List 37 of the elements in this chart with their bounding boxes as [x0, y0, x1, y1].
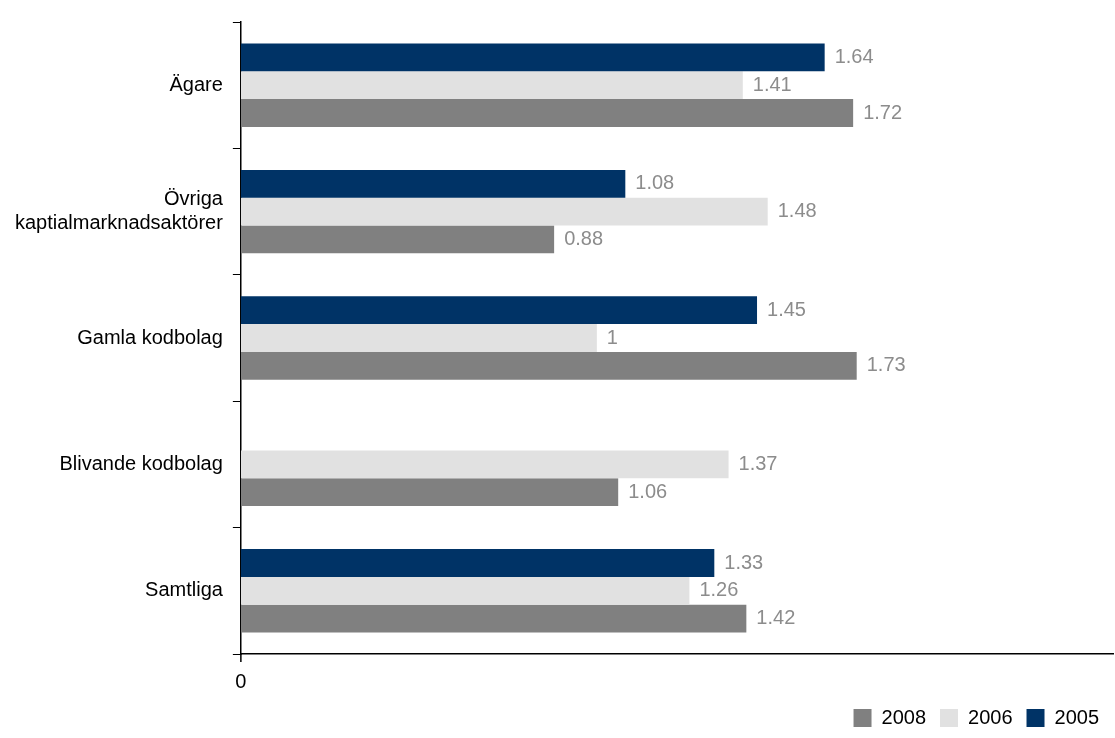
data-label: 1.73 — [866, 353, 906, 376]
bar — [240, 478, 619, 507]
y-tick-label: Blivande kodbolag — [59, 451, 223, 474]
y-tick-label: Övriga kaptialmarknadsaktörer — [15, 187, 224, 234]
bar — [240, 604, 747, 633]
bar — [240, 296, 758, 325]
y-tick-label: Gamla kodbolag — [77, 325, 223, 348]
y-tick-label: Samtliga — [145, 578, 224, 601]
bar — [240, 43, 825, 72]
data-label: 1.41 — [752, 72, 792, 95]
legend-label: 2005 — [1054, 705, 1100, 728]
data-label: 1.42 — [756, 606, 796, 629]
bar — [240, 324, 597, 352]
data-label: 1.45 — [767, 297, 806, 320]
data-label: 1.33 — [724, 550, 764, 573]
legend-label: 2006 — [968, 705, 1013, 728]
bar — [240, 549, 715, 577]
data-label: 1.08 — [635, 171, 675, 194]
bar — [240, 169, 626, 198]
data-label: 1.48 — [777, 199, 817, 222]
data-label: 1.26 — [699, 578, 739, 601]
bar — [240, 450, 729, 479]
bar — [240, 576, 690, 605]
data-label: 0.88 — [564, 226, 604, 249]
data-label: 1 — [606, 325, 618, 348]
bar — [240, 351, 857, 380]
bar — [240, 71, 743, 100]
data-label: 1.37 — [738, 451, 778, 474]
data-label: 1.64 — [834, 44, 874, 67]
bar — [240, 99, 854, 127]
data-label: 1.72 — [863, 100, 903, 123]
legend-label: 2008 — [881, 705, 927, 728]
y-tick-label: Ägare — [169, 72, 223, 95]
bar — [240, 197, 768, 226]
data-label: 1.06 — [628, 479, 668, 502]
bar — [240, 225, 555, 254]
text: 0 — [235, 669, 247, 692]
